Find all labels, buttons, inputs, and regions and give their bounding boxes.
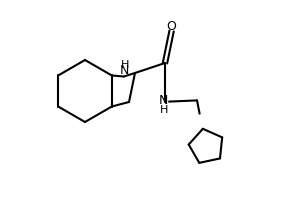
Text: N: N	[159, 95, 168, 108]
Text: N: N	[120, 64, 129, 77]
Text: O: O	[167, 20, 176, 32]
Text: H: H	[160, 105, 168, 115]
Text: H: H	[121, 60, 129, 70]
